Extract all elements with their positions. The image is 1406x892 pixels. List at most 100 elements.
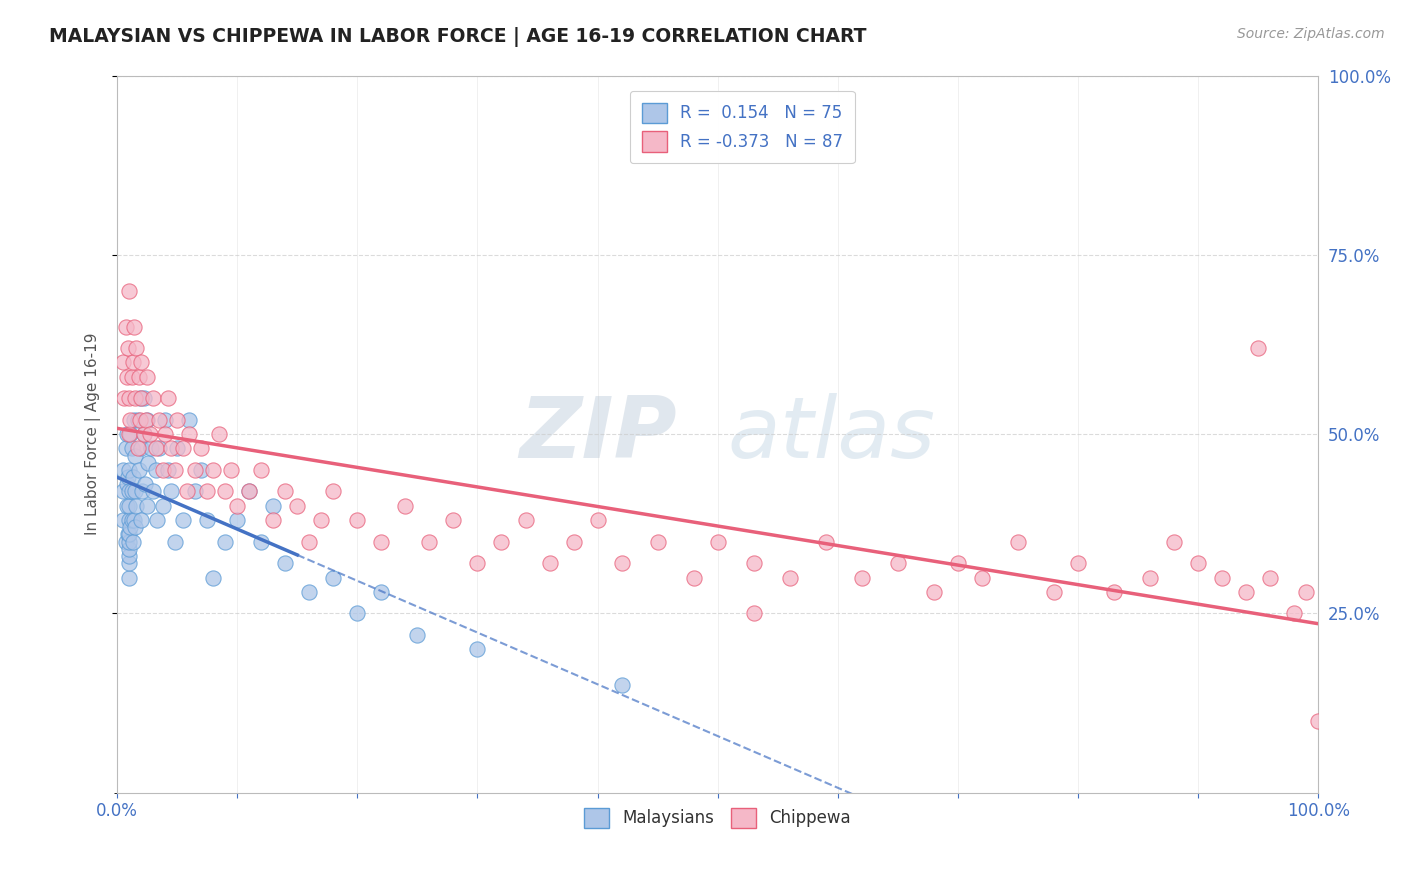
Point bbox=[322, 570, 344, 584]
Point bbox=[195, 513, 218, 527]
Point bbox=[121, 484, 143, 499]
Point bbox=[139, 442, 162, 456]
Point bbox=[814, 534, 837, 549]
Point bbox=[274, 484, 297, 499]
Point bbox=[153, 427, 176, 442]
Point bbox=[262, 513, 284, 527]
Point bbox=[129, 413, 152, 427]
Point bbox=[179, 427, 201, 442]
Point bbox=[118, 527, 141, 541]
Point bbox=[1007, 534, 1029, 549]
Point bbox=[610, 556, 633, 570]
Point bbox=[1187, 556, 1209, 570]
Point bbox=[132, 391, 155, 405]
Point bbox=[135, 413, 157, 427]
Point bbox=[129, 391, 152, 405]
Point bbox=[742, 556, 765, 570]
Point bbox=[166, 413, 188, 427]
Point bbox=[946, 556, 969, 570]
Point bbox=[160, 484, 183, 499]
Point bbox=[970, 570, 993, 584]
Point bbox=[156, 391, 179, 405]
Point bbox=[124, 391, 146, 405]
Point bbox=[1234, 585, 1257, 599]
Point bbox=[418, 534, 440, 549]
Point bbox=[647, 534, 669, 549]
Point bbox=[121, 355, 143, 369]
Point bbox=[129, 513, 152, 527]
Point bbox=[1139, 570, 1161, 584]
Point bbox=[118, 556, 141, 570]
Point bbox=[298, 534, 321, 549]
Point bbox=[112, 463, 135, 477]
Point bbox=[121, 369, 143, 384]
Point bbox=[118, 463, 141, 477]
Point bbox=[443, 513, 465, 527]
Point bbox=[370, 585, 392, 599]
Y-axis label: In Labor Force | Age 16-19: In Labor Force | Age 16-19 bbox=[86, 333, 101, 535]
Point bbox=[122, 413, 145, 427]
Point bbox=[742, 607, 765, 621]
Legend: Malaysians, Chippewa: Malaysians, Chippewa bbox=[578, 801, 858, 835]
Point bbox=[172, 442, 194, 456]
Point bbox=[125, 341, 148, 355]
Point bbox=[1102, 585, 1125, 599]
Point bbox=[298, 585, 321, 599]
Point bbox=[346, 513, 368, 527]
Point bbox=[214, 484, 236, 499]
Point bbox=[153, 413, 176, 427]
Point bbox=[118, 427, 141, 442]
Point bbox=[682, 570, 704, 584]
Point bbox=[129, 355, 152, 369]
Point bbox=[214, 534, 236, 549]
Point bbox=[115, 499, 138, 513]
Point bbox=[114, 442, 136, 456]
Point bbox=[394, 499, 416, 513]
Point bbox=[195, 484, 218, 499]
Point bbox=[152, 463, 174, 477]
Point bbox=[146, 513, 169, 527]
Point bbox=[132, 427, 155, 442]
Point bbox=[122, 319, 145, 334]
Point bbox=[117, 527, 139, 541]
Point bbox=[406, 628, 429, 642]
Point bbox=[120, 413, 142, 427]
Point bbox=[887, 556, 910, 570]
Point bbox=[118, 284, 141, 298]
Point bbox=[120, 520, 142, 534]
Point bbox=[190, 463, 212, 477]
Point bbox=[118, 549, 141, 563]
Point bbox=[851, 570, 873, 584]
Text: Source: ZipAtlas.com: Source: ZipAtlas.com bbox=[1237, 27, 1385, 41]
Point bbox=[118, 499, 141, 513]
Point bbox=[112, 513, 135, 527]
Point bbox=[148, 442, 170, 456]
Point bbox=[179, 413, 201, 427]
Point bbox=[706, 534, 728, 549]
Point bbox=[152, 499, 174, 513]
Point bbox=[1163, 534, 1185, 549]
Point bbox=[156, 463, 179, 477]
Point bbox=[121, 513, 143, 527]
Point bbox=[346, 607, 368, 621]
Point bbox=[285, 499, 308, 513]
Point bbox=[166, 442, 188, 456]
Point bbox=[1211, 570, 1233, 584]
Point bbox=[262, 499, 284, 513]
Point bbox=[163, 463, 186, 477]
Point bbox=[125, 499, 148, 513]
Point bbox=[112, 484, 135, 499]
Point bbox=[172, 513, 194, 527]
Point bbox=[128, 369, 150, 384]
Point bbox=[121, 470, 143, 484]
Point bbox=[114, 319, 136, 334]
Point bbox=[184, 484, 207, 499]
Point bbox=[121, 442, 143, 456]
Point bbox=[538, 556, 561, 570]
Point bbox=[1295, 585, 1317, 599]
Point bbox=[118, 513, 141, 527]
Point bbox=[122, 513, 145, 527]
Point bbox=[115, 477, 138, 491]
Point bbox=[118, 391, 141, 405]
Point bbox=[134, 477, 156, 491]
